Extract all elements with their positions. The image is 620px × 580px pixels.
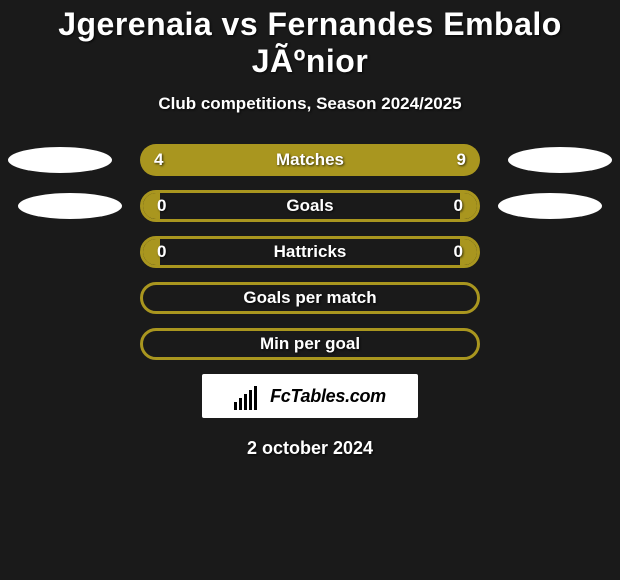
stat-bar: 4Matches9 [140, 144, 480, 176]
page-title: Jgerenaia vs Fernandes Embalo JÃºnior [0, 0, 620, 80]
stat-right-value: 0 [454, 242, 463, 262]
stat-row: 0Goals0 [0, 190, 620, 222]
stat-bar: 0Hattricks0 [140, 236, 480, 268]
logo-box: FcTables.com [202, 374, 418, 418]
stat-right-value: 0 [454, 196, 463, 216]
stat-label: Matches [140, 150, 480, 170]
stat-label: Goals [143, 196, 477, 216]
stat-row: Goals per match [0, 282, 620, 314]
stat-label: Min per goal [143, 334, 477, 354]
stat-right-value: 9 [457, 150, 466, 170]
stat-bar: Goals per match [140, 282, 480, 314]
comparison-infographic: Jgerenaia vs Fernandes Embalo JÃºnior Cl… [0, 0, 620, 580]
bar-chart-icon [234, 382, 264, 410]
page-subtitle: Club competitions, Season 2024/2025 [0, 94, 620, 114]
stat-rows: 4Matches90Goals00Hattricks0Goals per mat… [0, 144, 620, 360]
stat-bar: Min per goal [140, 328, 480, 360]
player-oval-left [18, 193, 122, 219]
stat-bar: 0Goals0 [140, 190, 480, 222]
logo-text: FcTables.com [270, 386, 386, 407]
stat-row: Min per goal [0, 328, 620, 360]
footer-date: 2 october 2024 [0, 438, 620, 459]
stat-label: Hattricks [143, 242, 477, 262]
stat-row: 0Hattricks0 [0, 236, 620, 268]
stat-label: Goals per match [143, 288, 477, 308]
player-oval-left [8, 147, 112, 173]
player-oval-right [498, 193, 602, 219]
stat-row: 4Matches9 [0, 144, 620, 176]
player-oval-right [508, 147, 612, 173]
